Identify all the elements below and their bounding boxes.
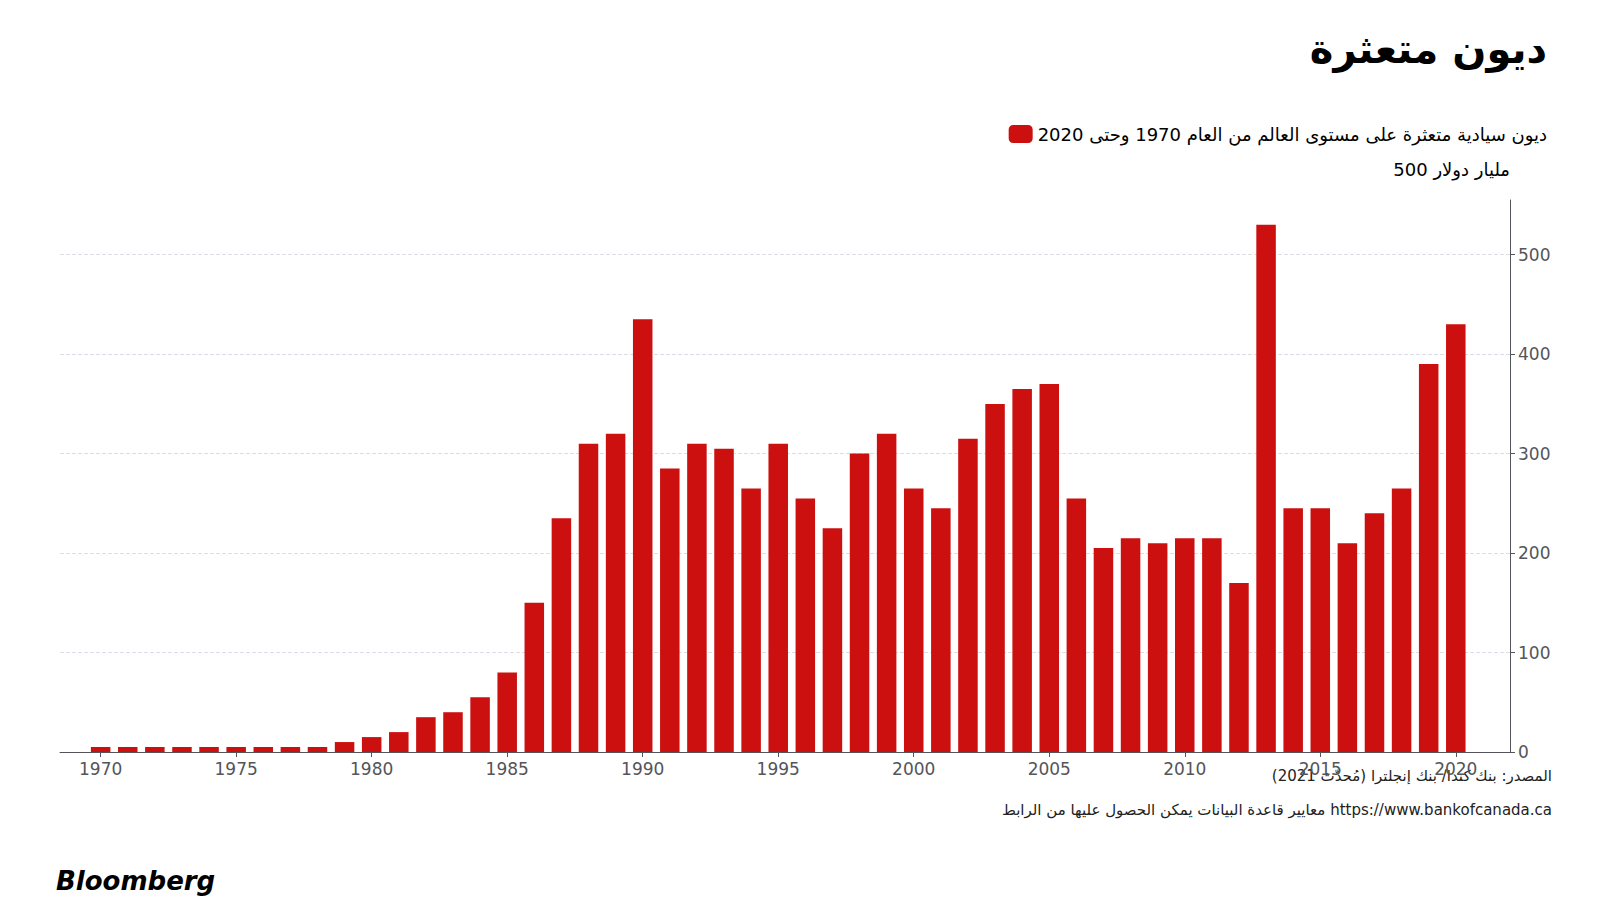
- svg-text:400: 400: [1518, 344, 1550, 364]
- svg-text:2015: 2015: [1299, 759, 1342, 779]
- svg-text:1995: 1995: [757, 759, 800, 779]
- svg-text:1970: 1970: [79, 759, 122, 779]
- svg-text:2010: 2010: [1163, 759, 1206, 779]
- svg-text:500 مليار دولار: 500 مليار دولار: [1393, 159, 1510, 181]
- svg-text:2020: 2020: [1434, 759, 1477, 779]
- svg-text:500: 500: [1518, 245, 1550, 265]
- svg-text:معايير قاعدة البيانات يمكن الح: معايير قاعدة البيانات يمكن الحصول عليها …: [1002, 801, 1552, 819]
- svg-text:1975: 1975: [215, 759, 258, 779]
- svg-text:1980: 1980: [350, 759, 393, 779]
- svg-text:300: 300: [1518, 444, 1550, 464]
- svg-text:2005: 2005: [1028, 759, 1071, 779]
- svg-text:1985: 1985: [486, 759, 529, 779]
- svg-text:0: 0: [1518, 742, 1529, 762]
- svg-text:ديون سيادية متعثرة على مستوى ا: ديون سيادية متعثرة على مستوى العالم من ا…: [1038, 124, 1547, 146]
- svg-text:Bloomberg: Bloomberg: [56, 866, 215, 896]
- svg-text:1990: 1990: [621, 759, 664, 779]
- svg-text:ديون متعثرة: ديون متعثرة: [1310, 26, 1547, 73]
- svg-text:200: 200: [1518, 543, 1550, 563]
- svg-text:المصدر: بنك كندا/ بنك إنجلترا: المصدر: بنك كندا/ بنك إنجلترا (مُحدّث 20…: [1271, 766, 1552, 785]
- svg-text:2000: 2000: [892, 759, 935, 779]
- svg-text:100: 100: [1518, 643, 1550, 663]
